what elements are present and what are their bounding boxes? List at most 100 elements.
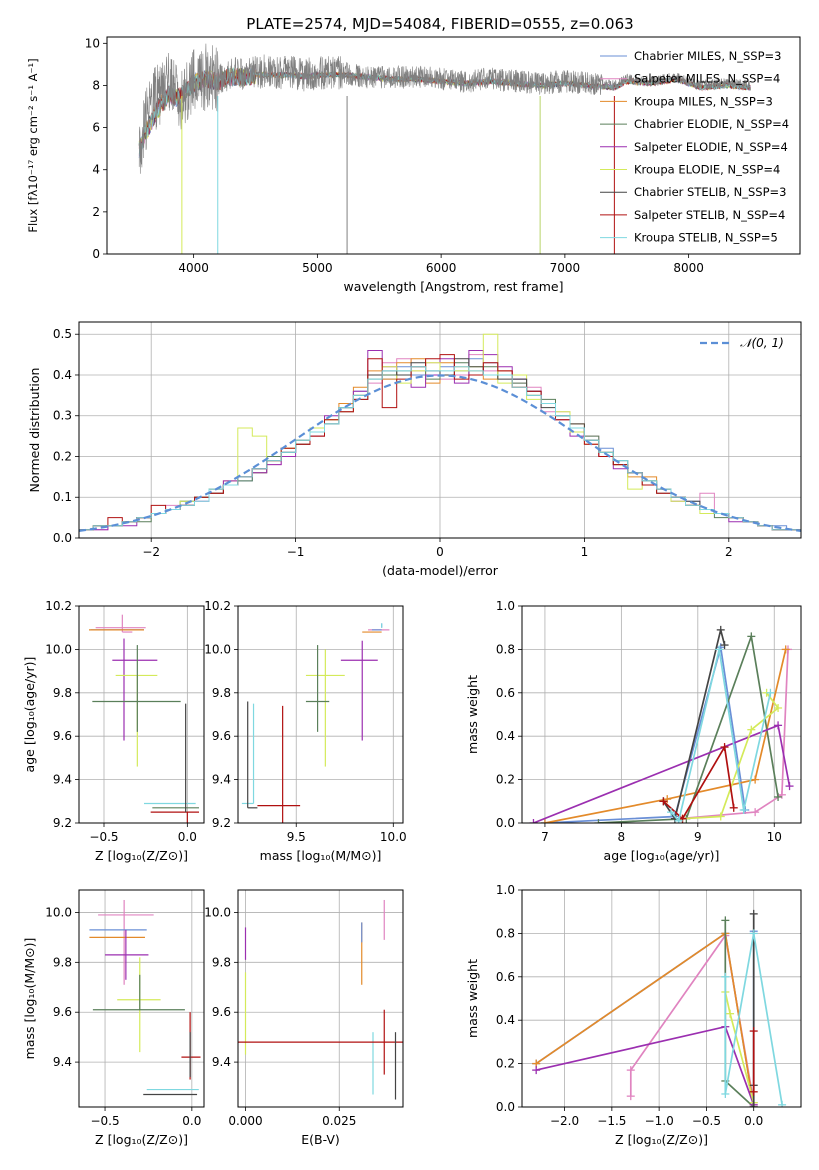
- x-tick-label: −0.5: [89, 830, 118, 844]
- x-tick-label: −1: [287, 545, 305, 559]
- legend-label: Salpeter ELODIE, N_SSP=4: [634, 140, 788, 154]
- weight-marker: [781, 645, 790, 654]
- y-tick-label: 9.6: [212, 1005, 231, 1019]
- axes-frame: [521, 605, 802, 824]
- weight-marker: [721, 972, 730, 981]
- x-tick-label: 5000: [302, 261, 333, 275]
- y-tick-label: 0.0: [53, 531, 72, 545]
- y-tick-label: 0.2: [496, 1057, 515, 1071]
- data-point: [105, 929, 149, 980]
- legend-label: Chabrier ELODIE, N_SSP=4: [634, 117, 789, 131]
- x-tick-label: 1: [581, 545, 589, 559]
- y-tick-label: 9.4: [53, 1055, 72, 1069]
- legend-label: Chabrier STELIB, N_SSP=3: [634, 185, 786, 199]
- panel-5: 7 8 9 10 0.0 0.2 0.4 0.6 0.8 1.0 age [log₁₀(age/yr…: [465, 599, 802, 863]
- x-tick-label: 0.0: [178, 830, 197, 844]
- plot-area: [79, 606, 204, 823]
- x-tick-label: 4000: [178, 261, 209, 275]
- legend-label: Chabrier MILES, N_SSP=3: [634, 49, 781, 63]
- weight-marker: [749, 909, 758, 918]
- y-tick-label: 1.0: [496, 883, 515, 897]
- x-tick-label: 2: [725, 545, 733, 559]
- axes-frame: [78, 605, 205, 824]
- x-axis-label: (data-model)/error: [382, 563, 499, 578]
- legend-label: 𝒩(0, 1): [740, 336, 784, 350]
- weight-marker: [766, 688, 775, 697]
- legend-label: Salpeter MILES, N_SSP=4: [634, 72, 780, 86]
- observed-spectrum: [138, 43, 751, 174]
- y-tick-label: 9.4: [53, 773, 72, 787]
- panel-2: 𝒩(0, 1) −2 −1 0 1 2 0.0 0.1 0.2 0.3 0.4 0.5 (data-mo…: [27, 321, 802, 578]
- y-axis-label: mass weight: [465, 959, 480, 1038]
- x-tick-label: 0.0: [744, 1114, 763, 1128]
- panel-4: 9.5 10.0 9.2 9.4 9.6 9.8 10.0 10.2 mass [log₁₀(M…: [204, 599, 406, 863]
- y-tick-label: 0.6: [496, 686, 515, 700]
- legend-label: Kroupa MILES, N_SSP=3: [634, 94, 773, 108]
- data-point: [92, 645, 181, 732]
- weight-marker: [626, 1092, 635, 1101]
- plot-area: [138, 43, 751, 254]
- x-tick-label: 9.5: [287, 830, 306, 844]
- x-axis-label: Z [log₁₀(Z/Z⊙)]: [615, 1132, 708, 1147]
- weight-marker: [749, 1087, 758, 1096]
- plot-area: [238, 606, 403, 823]
- weight-marker: [720, 743, 729, 752]
- y-tick-label: 9.6: [53, 1005, 72, 1019]
- weight-line-9: [724, 933, 783, 1105]
- legend-label: Kroupa STELIB, N_SSP=5: [634, 231, 778, 245]
- weight-line-8: [662, 744, 735, 821]
- weight-marker: [667, 808, 676, 817]
- data-point: [340, 640, 378, 741]
- y-tick-label: 0.6: [496, 970, 515, 984]
- weight-line-7: [662, 629, 726, 821]
- x-tick-label: 7000: [550, 261, 581, 275]
- x-tick-label: −0.5: [692, 1114, 721, 1128]
- x-tick-label: 8: [618, 830, 626, 844]
- y-axis-label: age [log₁₀(age/yr)]: [22, 657, 37, 773]
- data-point: [238, 1009, 403, 1075]
- y-tick-label: 0.8: [496, 642, 515, 656]
- y-tick-label: 9.8: [53, 955, 72, 969]
- x-axis-label: E(B-V): [301, 1132, 340, 1147]
- y-tick-label: 0.8: [496, 926, 515, 940]
- y-tick-label: 9.6: [212, 729, 231, 743]
- x-tick-label: −2: [142, 545, 160, 559]
- weight-marker: [774, 792, 783, 801]
- panel-7: 0.000 0.025 9.4 9.6 9.8 10.0 E(B-V): [204, 889, 404, 1147]
- x-tick-label: −1.5: [597, 1114, 626, 1128]
- y-tick-label: 2: [92, 205, 100, 219]
- figure-title: PLATE=2574, MJD=54084, FIBERID=0555, z=0…: [246, 15, 633, 33]
- axes-frame: [237, 889, 404, 1108]
- data-point: [92, 974, 185, 1011]
- y-tick-label: 4: [92, 163, 100, 177]
- weight-marker: [739, 805, 748, 814]
- y-tick-label: 0.0: [496, 816, 515, 830]
- y-axis-label: Flux [fλ10⁻¹⁷ erg cm⁻² s⁻¹ A⁻¹]: [26, 58, 40, 232]
- x-axis-label: wavelength [Angstrom, rest frame]: [343, 279, 563, 294]
- y-tick-label: 10.2: [204, 599, 231, 613]
- weight-marker: [716, 812, 725, 821]
- data-point: [150, 811, 199, 823]
- x-axis-label: age [log₁₀(age/yr)]: [604, 848, 720, 863]
- x-tick-label: 0.000: [228, 1114, 262, 1128]
- panels: Chabrier MILES, N_SSP=3 Salpeter MILES, N…: [22, 36, 802, 1147]
- weight-marker: [749, 929, 758, 938]
- histogram-9: [79, 366, 801, 531]
- weight-marker: [729, 803, 738, 812]
- x-axis-label: mass [log₁₀(M/M⊙)]: [260, 848, 382, 863]
- y-tick-label: 8: [92, 78, 100, 92]
- weight-marker: [529, 819, 538, 823]
- weight-marker: [716, 625, 725, 634]
- weight-marker: [747, 632, 756, 641]
- y-tick-label: 10.0: [204, 905, 231, 919]
- panel-1: Chabrier MILES, N_SSP=3 Salpeter MILES, N…: [26, 36, 801, 294]
- x-tick-label: 10.0: [380, 830, 407, 844]
- y-tick-label: 10.0: [45, 905, 72, 919]
- y-tick-label: 6: [92, 121, 100, 135]
- data-point: [247, 701, 258, 809]
- weight-marker: [774, 721, 783, 730]
- y-tick-label: 0.4: [496, 729, 515, 743]
- y-tick-label: 0.0: [496, 1100, 515, 1114]
- x-tick-label: −0.5: [90, 1114, 119, 1128]
